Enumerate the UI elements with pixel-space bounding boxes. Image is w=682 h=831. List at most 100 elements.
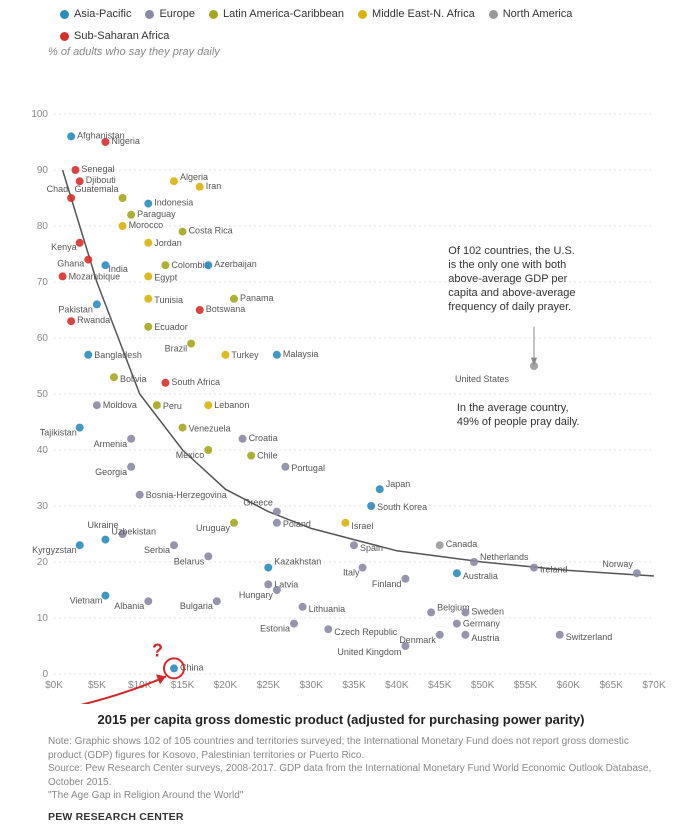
data-point [470,558,478,566]
point-label: Hungary [239,590,274,600]
point-label: Jordan [154,238,182,248]
data-point [299,603,307,611]
point-label: Canada [446,539,478,549]
data-point [67,317,75,325]
data-point [324,625,332,633]
legend-swatch [358,10,367,19]
point-label: Tajikistan [40,428,77,438]
data-point [401,642,409,650]
point-label: Turkey [231,350,259,360]
data-point [101,536,109,544]
chart-container: Asia-PacificEuropeLatin America-Caribbea… [0,0,682,831]
point-label: Mozambique [69,271,121,281]
point-label: Japan [386,479,411,489]
data-point [376,485,384,493]
x-tick-label: $45K [428,680,452,691]
data-point [273,351,281,359]
y-tick-label: 80 [37,221,49,232]
y-tick-label: 100 [31,109,48,120]
data-point [204,401,212,409]
x-tick-label: $25K [257,680,281,691]
data-point [230,295,238,303]
point-label: Botswana [206,304,246,314]
callout-text: capita and above-average [448,287,575,299]
data-point [93,300,101,308]
legend-item: Europe [145,8,194,20]
annotation-qmark: ? [152,640,163,660]
data-point [170,664,178,672]
data-point [161,261,169,269]
point-label: Colombia [171,260,209,270]
data-point [427,608,435,616]
data-point [71,166,79,174]
point-label: Portugal [291,463,325,473]
point-label: Lebanon [214,400,249,410]
data-point [179,228,187,236]
data-point [281,463,289,471]
data-point [144,323,152,331]
x-tick-label: $60K [557,680,581,691]
x-tick-label: $5K [88,680,106,691]
point-label: Kyrgyzstan [32,545,77,555]
point-label: Netherlands [480,552,529,562]
point-label: Uruguay [196,523,231,533]
data-point [204,552,212,560]
x-tick-label: $50K [471,680,495,691]
footnotes: Note: Graphic shows 102 of 105 countries… [0,731,682,809]
point-label: Serbia [144,545,170,555]
data-point [556,631,564,639]
legend-swatch [60,32,69,41]
x-axis-label: 2015 per capita gross domestic product (… [0,704,682,731]
x-tick-label: $30K [299,680,323,691]
data-point [341,519,349,527]
callout-text: frequency of daily prayer. [448,301,571,313]
callout-text: 49% of people pray daily. [457,416,580,428]
y-tick-label: 20 [37,557,49,568]
point-label: Switzerland [566,632,613,642]
point-label: Malaysia [283,349,319,359]
data-point [144,200,152,208]
data-point [153,401,161,409]
x-tick-label: $70K [642,680,666,691]
data-point [290,620,298,628]
y-tick-label: 90 [37,165,49,176]
point-label: Ecuador [154,322,188,332]
callout-text: Of 102 countries, the U.S. [448,245,575,257]
point-label: Chad [47,184,69,194]
callout-text: In the average country, [457,402,569,414]
data-point [436,631,444,639]
x-tick-label: $40K [385,680,409,691]
data-point [247,452,255,460]
point-label: Croatia [249,433,278,443]
x-tick-label: $20K [214,680,238,691]
y-tick-label: 50 [37,389,49,400]
data-point [170,541,178,549]
data-point [196,306,204,314]
data-point [127,435,135,443]
point-label: Italy [343,568,360,578]
x-tick-label: $15K [171,680,195,691]
data-point [59,272,67,280]
data-point [144,597,152,605]
point-label: Moldova [103,400,137,410]
point-label: United Kingdom [337,647,401,657]
point-label: South Korea [377,502,427,512]
y-tick-label: 70 [37,277,49,288]
point-label: Poland [283,519,311,529]
x-tick-label: $35K [342,680,366,691]
point-label: Lithuania [309,604,346,614]
data-point [401,575,409,583]
data-point [461,631,469,639]
point-label: Rwanda [77,315,110,325]
point-label: Bulgaria [180,601,213,611]
point-label: Iran [206,181,222,191]
point-label: Senegal [81,164,114,174]
legend-label: Latin America-Caribbean [223,8,344,20]
point-label: Ghana [57,259,84,269]
point-label: Finland [372,579,402,589]
data-point [76,239,84,247]
point-label: Morocco [129,220,164,230]
trend-line [63,170,654,576]
data-point [136,491,144,499]
point-label: United States [455,374,510,384]
